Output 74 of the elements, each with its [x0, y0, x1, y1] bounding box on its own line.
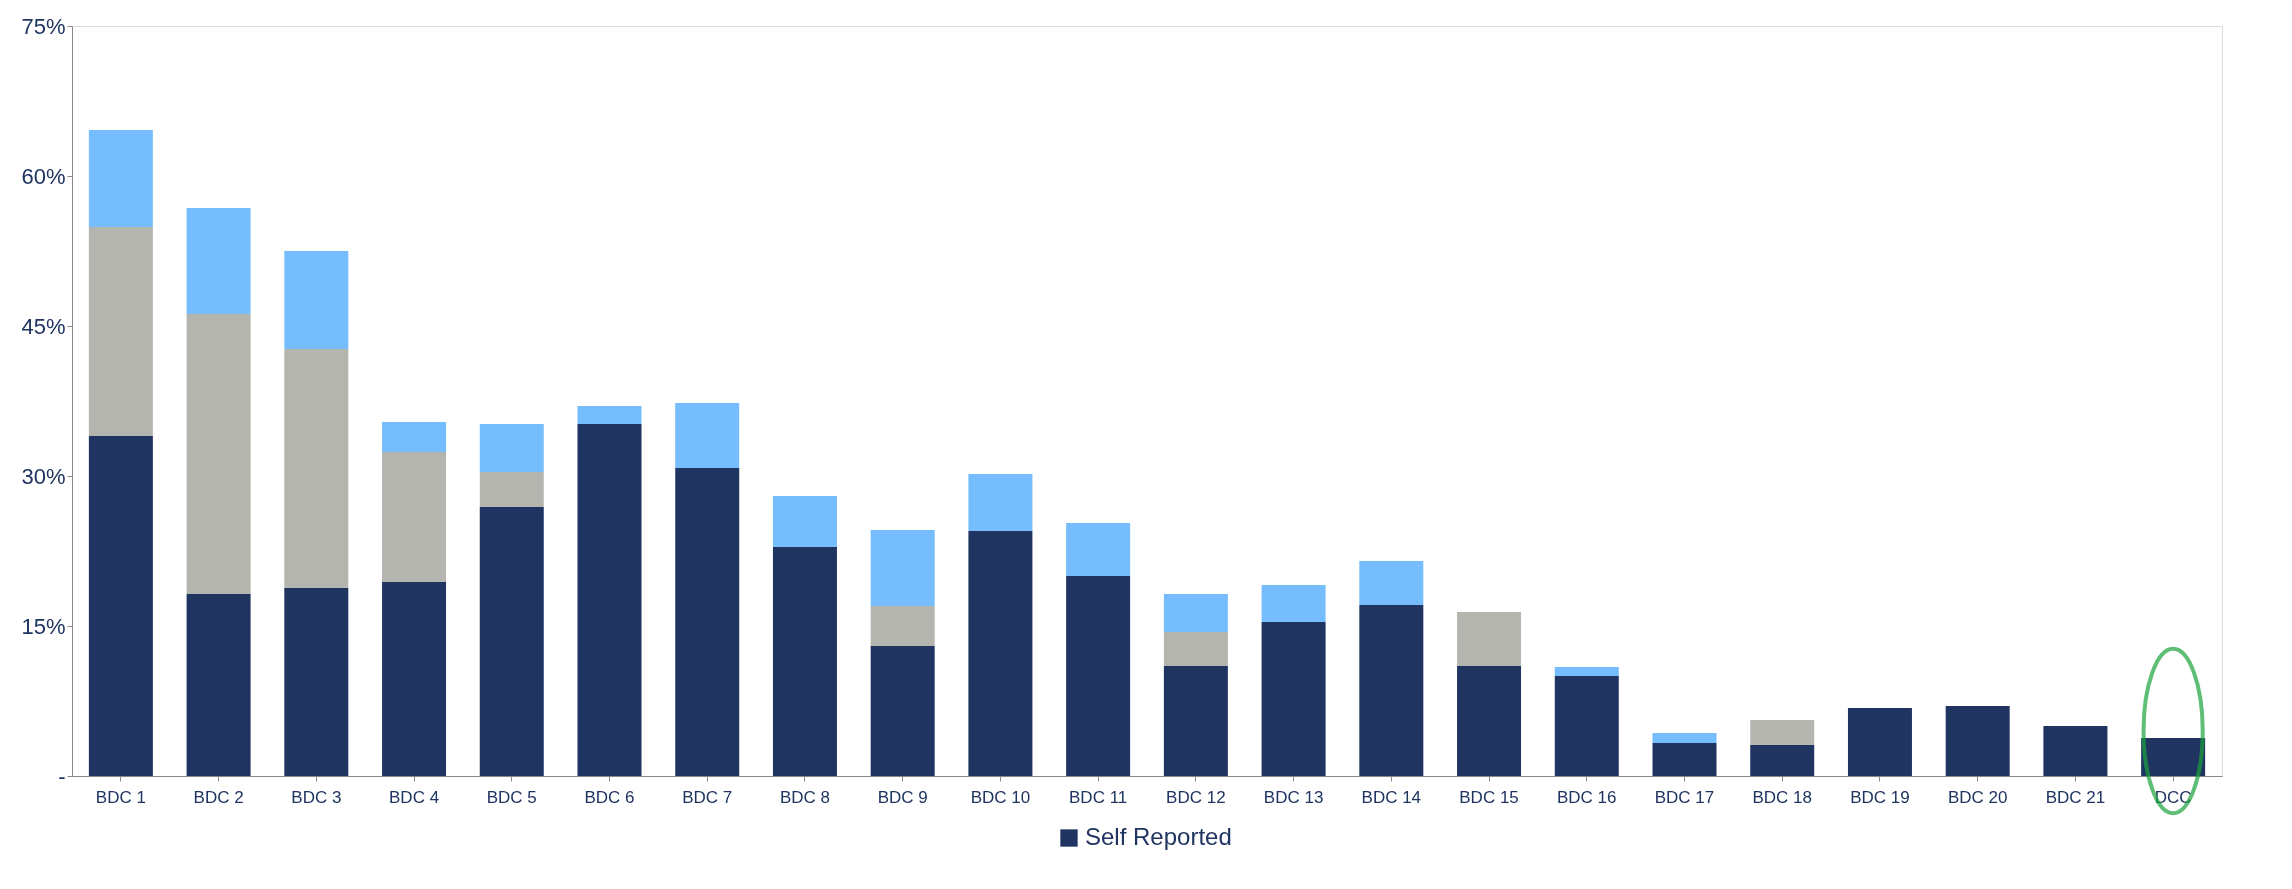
bar: [479, 424, 544, 472]
bar: [284, 251, 349, 349]
bar: [870, 606, 935, 646]
y-tick-label: 60%: [21, 163, 66, 189]
bar: [675, 468, 740, 776]
bar: [186, 594, 251, 776]
bar: [1554, 667, 1619, 676]
bar: [88, 227, 153, 436]
y-tick-label: 15%: [21, 613, 66, 639]
x-tick-label: BDC 20: [1947, 787, 2008, 807]
bar: [479, 507, 544, 776]
x-tick-label: BDC 9: [877, 787, 928, 807]
x-tick-label: BDC 11: [1069, 787, 1128, 807]
bar: [1359, 561, 1424, 605]
bar: [968, 531, 1033, 776]
bar: [675, 403, 740, 468]
bar: [1163, 632, 1228, 666]
bar: [1163, 666, 1228, 776]
bar: [772, 547, 837, 776]
bar: [1457, 666, 1522, 776]
bar: [577, 424, 642, 776]
x-tick-label: BDC 19: [1850, 787, 1910, 807]
bar: [1066, 523, 1131, 576]
bar: [1163, 594, 1228, 632]
bar: [1847, 708, 1912, 776]
bar: [1945, 706, 2010, 776]
y-tick-label: 30%: [21, 463, 66, 489]
bar: [577, 406, 642, 424]
bar: [772, 496, 837, 547]
bar: [284, 349, 349, 588]
bar: [1261, 622, 1326, 776]
bar: [1066, 576, 1131, 776]
x-tick-label: BDC 12: [1166, 787, 1226, 807]
x-tick-label: BDC 17: [1654, 787, 1715, 807]
bar: [1554, 676, 1619, 776]
y-tick-label: 75%: [21, 13, 66, 39]
bar: [284, 588, 349, 776]
x-tick-label: BDC 8: [779, 787, 830, 807]
bar: [479, 472, 544, 507]
x-tick-label: BDC 6: [584, 787, 635, 807]
x-tick-label: BDC 10: [970, 787, 1031, 807]
x-tick-label: BDC 2: [193, 787, 244, 807]
bar: [1457, 612, 1522, 666]
x-tick-label: BDC 4: [389, 787, 440, 807]
bar: [1261, 585, 1326, 622]
bar: [382, 422, 447, 452]
bar: [1359, 605, 1424, 776]
x-tick-label: BDC 5: [486, 787, 537, 807]
y-tick-label: 45%: [21, 313, 66, 339]
x-tick-label: BDC 13: [1263, 787, 1324, 807]
x-tick-label: BDC 14: [1361, 787, 1422, 807]
bar: [1652, 733, 1717, 743]
bar: [1750, 745, 1815, 776]
legend-label: Self Reported: [1085, 823, 1232, 850]
bar: [1652, 743, 1717, 776]
x-tick-label: BDC 7: [682, 787, 733, 807]
bar: [88, 436, 153, 776]
x-tick-label: BDC 16: [1557, 787, 1617, 807]
x-tick-label: BDC 15: [1459, 787, 1519, 807]
bar: [382, 452, 447, 582]
y-tick-label: -: [58, 763, 66, 789]
x-tick-label: BDC 18: [1752, 787, 1812, 807]
x-tick-label: BDC 21: [2045, 787, 2106, 807]
bar: [186, 208, 251, 314]
bar: [2043, 726, 2108, 776]
x-tick-label: BDC 1: [95, 787, 146, 807]
x-tick-label: BDC 3: [291, 787, 342, 807]
bar: [1750, 720, 1815, 745]
bar: [382, 582, 447, 776]
bar: [968, 474, 1033, 531]
bar: [88, 130, 153, 227]
bar: [870, 646, 935, 776]
bar: [870, 530, 935, 606]
bar: [186, 314, 251, 594]
